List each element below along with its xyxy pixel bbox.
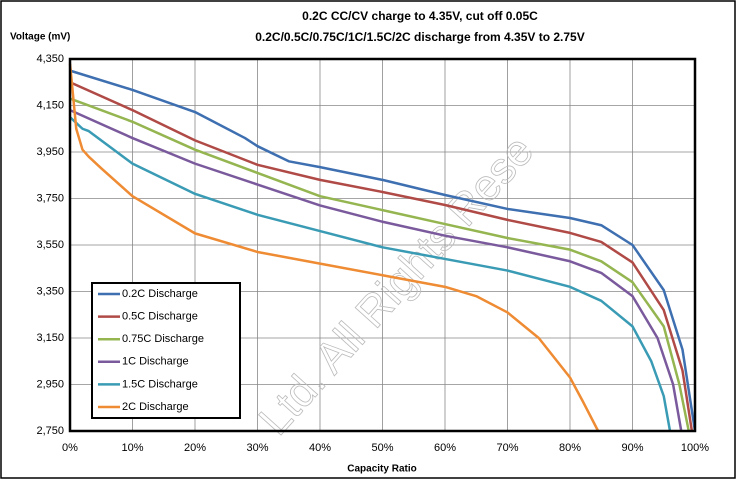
y-tick-label: 3,550 bbox=[36, 239, 64, 251]
legend-label: 2C Discharge bbox=[122, 401, 189, 413]
plot-border bbox=[68, 57, 697, 433]
x-tick-label: 30% bbox=[246, 442, 268, 454]
x-axis-label: Capacity Ratio bbox=[347, 464, 416, 475]
y-tick-label: 4,350 bbox=[36, 53, 64, 65]
legend-label: 1.5C Discharge bbox=[122, 378, 198, 390]
line-series bbox=[69, 69, 697, 432]
legend-label: 0.75C Discharge bbox=[122, 333, 204, 345]
x-tick-label: 50% bbox=[371, 442, 393, 454]
x-tick-label: 100% bbox=[681, 442, 709, 454]
chart-title: 0.2C CC/CV charge to 4.35V, cut off 0.05… bbox=[302, 9, 538, 23]
x-tick-label: 70% bbox=[496, 442, 518, 454]
legend-label: 0.2C Discharge bbox=[122, 288, 198, 300]
x-tick-label: 90% bbox=[621, 442, 643, 454]
y-tick-label: 3,150 bbox=[36, 332, 64, 344]
y-tick-label: 2,950 bbox=[36, 378, 64, 390]
x-tick-label: 80% bbox=[559, 442, 581, 454]
line-series bbox=[69, 81, 694, 432]
chart-subtitle: 0.2C/0.5C/0.75C/1C/1.5C/2C discharge fro… bbox=[255, 30, 584, 44]
line-series bbox=[69, 109, 683, 432]
line-series bbox=[68, 63, 600, 432]
legend-box bbox=[91, 282, 241, 419]
line-series bbox=[69, 97, 690, 432]
y-tick-label: 3,350 bbox=[36, 285, 64, 297]
x-tick-label: 10% bbox=[121, 442, 143, 454]
y-tick-label: 3,750 bbox=[36, 192, 64, 204]
legend-label: 0.5C Discharge bbox=[122, 311, 198, 323]
x-tick-label: 20% bbox=[184, 442, 206, 454]
y-tick-label: 3,950 bbox=[36, 146, 64, 158]
y-tick-label: 4,150 bbox=[36, 99, 64, 111]
y-axis-label: Voltage (mV) bbox=[10, 32, 70, 43]
x-tick-label: 60% bbox=[434, 442, 456, 454]
x-tick-label: 0% bbox=[62, 442, 78, 454]
y-tick-label: 2,750 bbox=[36, 425, 64, 437]
legend-label: 1C Discharge bbox=[122, 356, 189, 368]
line-series bbox=[69, 116, 672, 432]
x-tick-label: 40% bbox=[309, 442, 331, 454]
